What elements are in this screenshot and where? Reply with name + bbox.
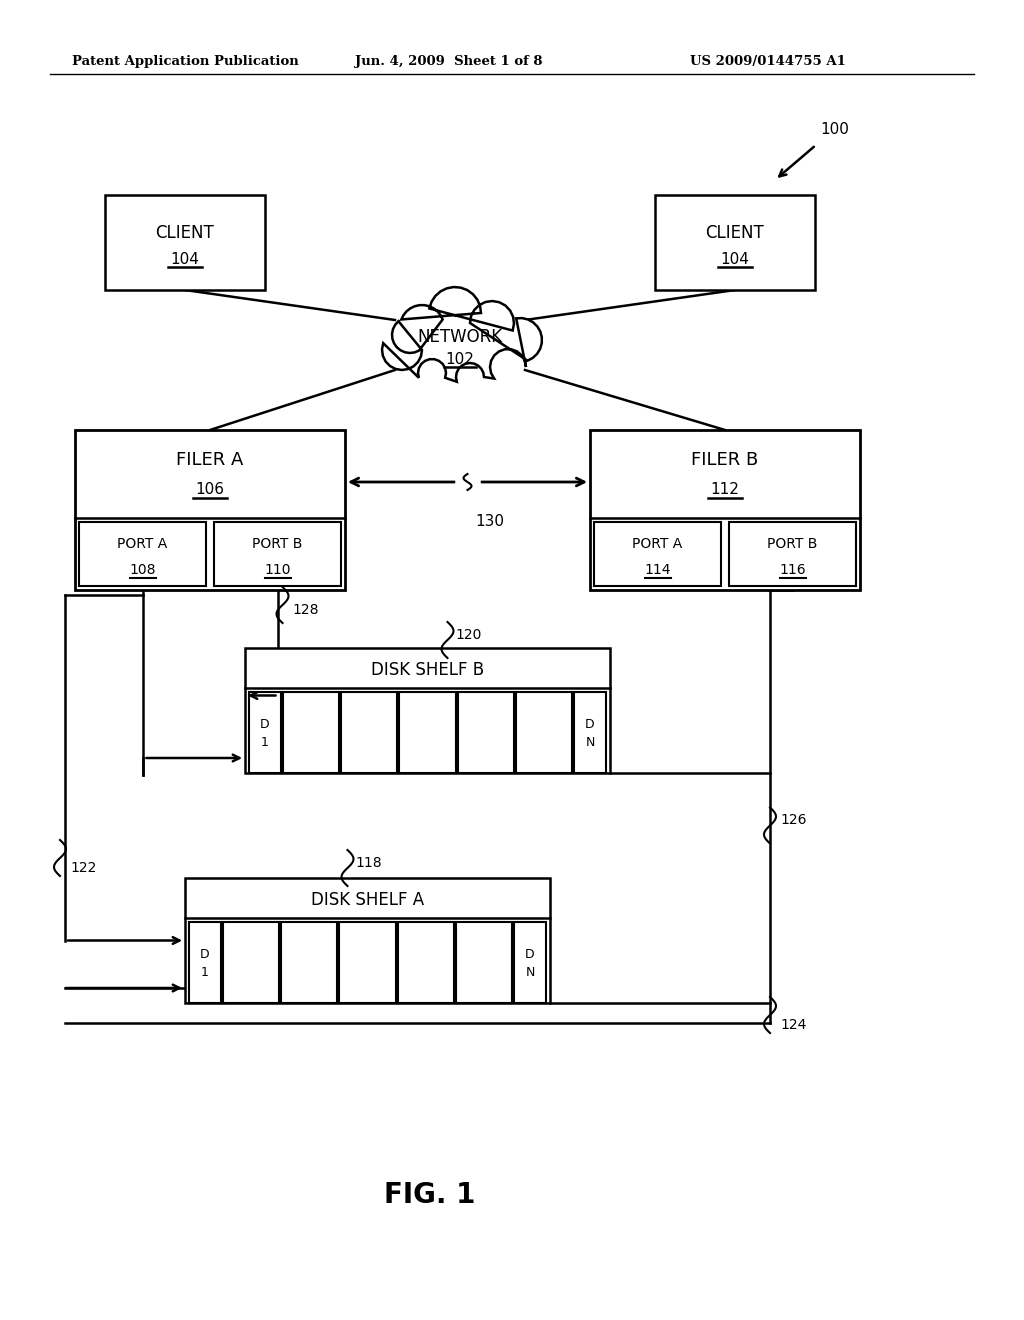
Text: 106: 106 [196,483,224,498]
Text: 130: 130 [475,515,505,529]
Bar [223,921,280,1003]
Text: PORT A: PORT A [118,537,168,550]
Text: 118: 118 [355,855,382,870]
Bar [185,878,550,1003]
Text: 110: 110 [264,564,291,577]
Text: D: D [525,948,535,961]
PathPatch shape [382,286,542,381]
Bar [574,692,606,774]
Text: N: N [586,737,595,748]
Text: 108: 108 [129,564,156,577]
Bar [339,921,395,1003]
Text: NETWORK: NETWORK [418,327,503,346]
Text: 1: 1 [261,737,269,748]
Bar [105,195,265,290]
Bar [75,430,345,590]
Text: DISK SHELF B: DISK SHELF B [371,661,484,678]
Text: Jun. 4, 2009  Sheet 1 of 8: Jun. 4, 2009 Sheet 1 of 8 [355,55,543,69]
Text: Patent Application Publication: Patent Application Publication [72,55,299,69]
Text: D: D [200,948,210,961]
Text: D: D [260,718,269,731]
Bar [729,521,856,586]
Text: US 2009/0144755 A1: US 2009/0144755 A1 [690,55,846,69]
Bar [590,430,860,590]
Bar [282,921,337,1003]
Bar [655,195,815,290]
Bar [249,692,281,774]
Text: PORT B: PORT B [767,537,818,550]
Text: 1: 1 [201,966,209,979]
Text: 102: 102 [445,352,474,367]
Text: D: D [585,718,595,731]
Bar [456,921,512,1003]
Text: 124: 124 [780,1018,806,1032]
Text: 122: 122 [70,861,96,875]
Text: 128: 128 [293,603,319,616]
Bar [458,692,514,774]
Text: 112: 112 [711,483,739,498]
Bar [341,692,397,774]
Text: FIG. 1: FIG. 1 [384,1181,476,1209]
Text: DISK SHELF A: DISK SHELF A [311,891,424,909]
Bar [283,692,339,774]
Bar [79,521,206,586]
Bar [397,921,454,1003]
Bar [245,648,610,774]
Bar [594,521,721,586]
Text: 126: 126 [780,813,807,828]
Bar [516,692,572,774]
Text: CLIENT: CLIENT [156,224,214,242]
Text: 116: 116 [779,564,806,577]
Bar [214,521,341,586]
Text: N: N [525,966,535,979]
Text: 104: 104 [171,252,200,267]
Text: FILER A: FILER A [176,451,244,469]
Bar [514,921,546,1003]
Bar [399,692,456,774]
Text: 120: 120 [456,628,482,642]
Text: PORT A: PORT A [633,537,683,550]
Text: FILER B: FILER B [691,451,759,469]
Text: 100: 100 [820,123,849,137]
Text: 104: 104 [721,252,750,267]
Text: CLIENT: CLIENT [706,224,764,242]
Text: 114: 114 [644,564,671,577]
Bar [189,921,221,1003]
Text: PORT B: PORT B [252,537,303,550]
